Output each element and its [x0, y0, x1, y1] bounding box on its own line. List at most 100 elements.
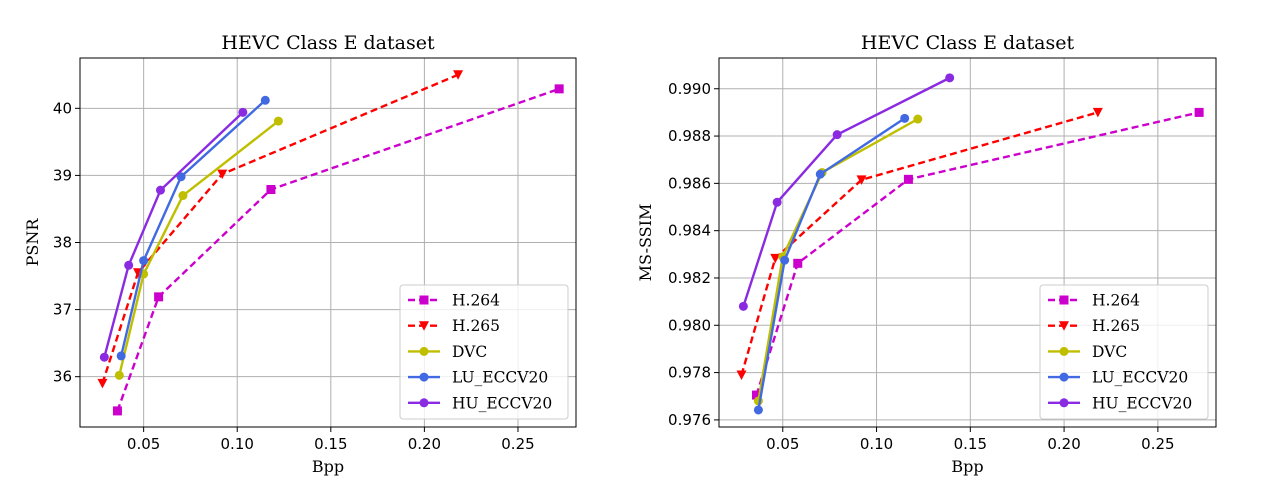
chart-2-series-hu-eccv20 [738, 73, 955, 311]
chart-2-xlabel: Bpp [951, 457, 983, 476]
chart-1-ytick-label: 36 [53, 368, 72, 386]
chart-1-series-hu-eccv20-point [155, 185, 165, 195]
chart-2-legend-entry-dvc-marker [1059, 346, 1069, 356]
chart-1-legend-entry-h-265: H.265 [408, 317, 500, 335]
chart-2-legend-entry-hu-eccv20-marker [1059, 398, 1069, 408]
chart-1-xtick-label: 0.15 [314, 435, 347, 453]
chart-2-series-hu-eccv20-point [738, 301, 748, 311]
chart-1-series-hu-eccv20-point [124, 260, 134, 270]
chart-2-legend-entry-dvc: DVC [1048, 343, 1127, 361]
chart-2-xtick-label: 0.25 [1141, 435, 1174, 453]
chart-1-series-h-264-point [266, 184, 276, 194]
chart-2-series-lu-eccv20-point [815, 169, 825, 179]
chart-2-title: HEVC Class E dataset [861, 32, 1075, 54]
chart-2-legend-entry-lu-eccv20-label: LU_ECCV20 [1092, 369, 1188, 387]
chart-1-xtick-label: 0.10 [221, 435, 254, 453]
chart-1-ytick-label: 40 [53, 99, 72, 117]
chart-1-legend-entry-h-265-marker [419, 321, 429, 331]
chart-1-series-dvc [114, 116, 283, 380]
chart-1-ytick-label: 38 [53, 234, 72, 252]
chart-2-series-lu-eccv20-point [780, 255, 790, 265]
chart-2-series-h-265-point [1092, 107, 1103, 118]
chart-1-legend-entry-lu-eccv20-marker [419, 372, 429, 382]
chart-1-series-hu-eccv20 [99, 107, 248, 362]
chart-2-series-hu-eccv20-point [772, 197, 782, 207]
chart-2-legend-entry-hu-eccv20-label: HU_ECCV20 [1092, 394, 1192, 412]
chart-1-series-h-264-line [116, 87, 560, 412]
chart-1-legend-entry-h-264-label: H.264 [452, 292, 500, 310]
chart-2-legend-entry-h-264-marker [1059, 295, 1069, 305]
chart-1-series-lu-eccv20-point [116, 351, 126, 361]
chart-1-series-hu-eccv20-point [238, 107, 248, 117]
chart-2-ytick-label: 0.982 [668, 269, 711, 287]
chart-1-xtick-label: 0.05 [127, 435, 160, 453]
chart-1-series-hu-eccv20-line [103, 111, 244, 358]
chart-2-series-h-265-point [856, 175, 867, 185]
chart-1-legend-entry-dvc-marker [419, 346, 429, 356]
chart-2-series-h-264-point [752, 390, 762, 400]
chart-1-title: HEVC Class E dataset [221, 32, 435, 54]
chart-2-legend-entry-dvc-label: DVC [1092, 343, 1127, 361]
chart-1-series-h-264-point [554, 84, 564, 94]
chart-2-xtick-label: 0.05 [766, 435, 799, 453]
chart-1-ytick-label: 39 [53, 166, 72, 184]
chart-2-legend-entry-h-265: H.265 [1048, 317, 1140, 335]
chart-2-legend-entry-h-264-label: H.264 [1092, 292, 1140, 310]
chart-1-xlabel: Bpp [312, 457, 344, 476]
chart-1-series-dvc-point [114, 370, 124, 380]
chart-1-legend-entry-dvc: DVC [408, 343, 487, 361]
chart-1-series-h-265-point [217, 169, 228, 180]
chart-1-legend-entry-lu-eccv20: LU_ECCV20 [408, 369, 548, 387]
chart-2-series-h-265-line [740, 111, 1099, 376]
chart-2-legend-box [1039, 284, 1209, 420]
chart-1-series-h-265-line [101, 73, 459, 384]
chart-1-series-lu-eccv20-point [260, 95, 270, 105]
chart-2-ytick-label: 0.980 [668, 316, 711, 334]
chart-2-series-h-264-point [793, 258, 803, 268]
chart-1-series-dvc-line [118, 120, 280, 376]
chart-1-ytick-label: 37 [53, 301, 72, 319]
chart-2-legend-entry-h-264: H.264 [1048, 292, 1140, 310]
chart-2-series-hu-eccv20-line [742, 76, 951, 307]
chart-2-series-h-264-point [1194, 107, 1204, 117]
chart-1-series-dvc-point [273, 116, 283, 126]
chart-2-series-h-265 [736, 107, 1103, 380]
chart-2-legend-entry-lu-eccv20-marker [1059, 372, 1069, 382]
chart-2-legend-entry-hu-eccv20: HU_ECCV20 [1048, 394, 1192, 412]
chart-2-series-dvc [753, 114, 923, 406]
chart-2-series-h-264-line [755, 111, 1200, 396]
chart-2-series-dvc-point [913, 114, 923, 124]
chart-1-series-lu-eccv20-point [176, 172, 186, 182]
chart-2-series-h-264 [752, 107, 1204, 400]
chart-1-xtick-label: 0.20 [408, 435, 441, 453]
chart-2-legend-entry-h-265-marker [1059, 321, 1069, 331]
chart-1-xtick-label: 0.25 [501, 435, 534, 453]
chart-1-series-h-265-point [97, 378, 108, 389]
chart-1-legend-entry-h-265-label: H.265 [452, 317, 500, 335]
chart-1-series-h-264-point [112, 406, 122, 416]
chart-1-series-dvc-point [178, 191, 188, 201]
chart-2-ytick-label: 0.986 [668, 174, 711, 192]
chart-2-legend-entry-h-265-label: H.265 [1092, 317, 1140, 335]
chart-2-legend-entry-lu-eccv20: LU_ECCV20 [1048, 369, 1188, 387]
chart-1-series-h-264 [112, 84, 564, 416]
chart-2-legend: H.264 H.265 DVC LU_ECCV20 HU_ECCV20 [1039, 284, 1209, 420]
chart-1-legend-entry-lu-eccv20-label: LU_ECCV20 [452, 369, 548, 387]
chart-2-series-h-265-point [770, 253, 781, 264]
chart-1: 0.05 0.10 0.15 0.20 0.25 36 37 38 39 40 HEVC Class… [23, 32, 577, 476]
chart-1-series-lu-eccv20 [116, 95, 270, 361]
chart-2-series-hu-eccv20-point [945, 73, 955, 83]
chart-2-series-lu-eccv20-line [757, 117, 906, 411]
chart-1-legend-entry-hu-eccv20: HU_ECCV20 [408, 394, 552, 412]
chart-2-ytick-label: 0.988 [668, 127, 711, 145]
chart-1-legend-box [399, 284, 569, 420]
chart-1-series-lu-eccv20-line [120, 99, 267, 357]
chart-2-xtick-label: 0.20 [1047, 435, 1080, 453]
chart-2-series-hu-eccv20-point [832, 130, 842, 140]
chart-1-ylabel: PSNR [23, 218, 42, 267]
chart-1-legend-entry-h-264-marker [419, 295, 429, 305]
chart-2-ytick-label: 0.978 [668, 364, 711, 382]
chart-2-ytick-label: 0.976 [668, 411, 711, 429]
chart-1-series-hu-eccv20-point [99, 352, 109, 362]
chart-2-series-lu-eccv20-point [753, 405, 763, 415]
